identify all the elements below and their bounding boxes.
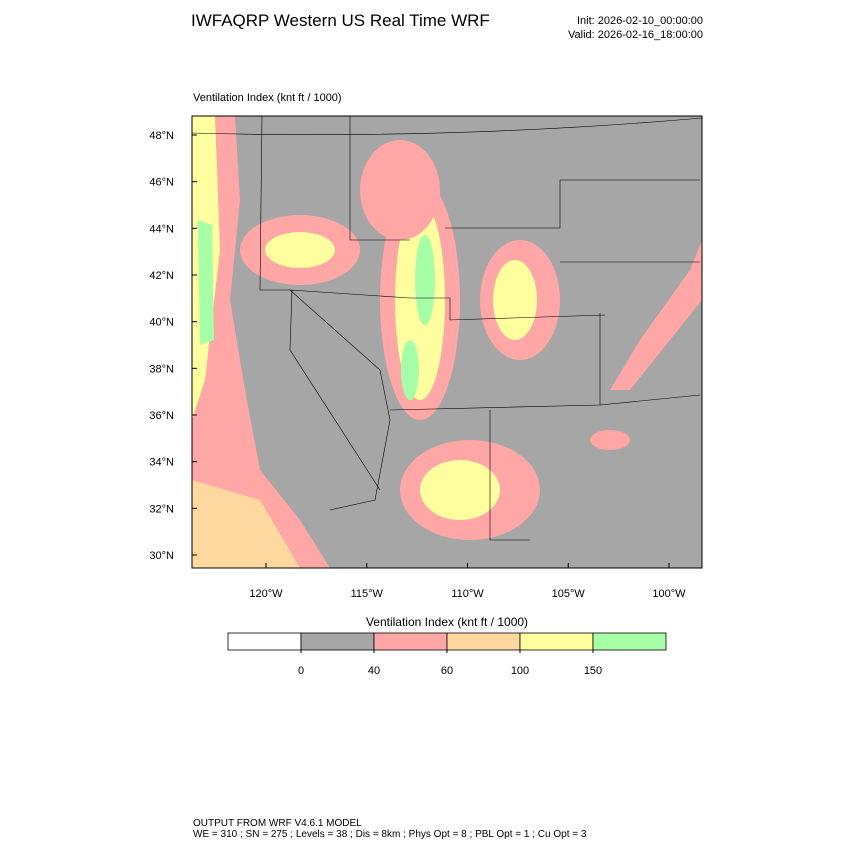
lat-tick-label: 38°N (149, 363, 174, 375)
lat-tick-label: 48°N (149, 130, 174, 142)
colorbar-box (446, 632, 521, 651)
colorbar-tick-label: 60 (441, 665, 453, 677)
lon-tick-label: 120°W (249, 588, 283, 600)
colorbar-box (373, 632, 448, 651)
map-field (191, 115, 703, 569)
field-label: Ventilation Index (knt ft / 1000) (193, 92, 342, 104)
lon-tick-label: 105°W (552, 588, 586, 600)
colorbar-box (227, 632, 302, 651)
colorbar-tick-label: 100 (511, 665, 529, 677)
init-time: Init: 2026-02-10_00:00:00 (577, 15, 703, 27)
colorbar-box (592, 632, 667, 651)
lon-tick-label: 100°W (652, 588, 686, 600)
valid-time: Valid: 2026-02-16_18:00:00 (568, 29, 703, 41)
lat-tick-label: 44°N (149, 223, 174, 235)
colorbar-box (519, 632, 594, 651)
footer-line: WE = 310 ; SN = 275 ; Levels = 38 ; Dis … (193, 829, 587, 840)
lat-tick-label: 36°N (149, 410, 174, 422)
lat-tick-label: 40°N (149, 317, 174, 329)
lon-tick-label: 115°W (351, 588, 384, 600)
lat-tick-label: 46°N (149, 177, 174, 189)
lat-tick-label: 30°N (149, 550, 174, 562)
title: IWFAQRP Western US Real Time WRF (191, 11, 490, 30)
colorbar-tick-label: 40 (368, 665, 380, 677)
lon-tick-label: 110°W (451, 588, 484, 600)
colorbar-tick-label: 150 (584, 665, 602, 677)
lat-tick-label: 42°N (149, 270, 174, 282)
colorbar-tick-label: 0 (298, 665, 304, 677)
colorbar-title: Ventilation Index (knt ft / 1000) (366, 615, 528, 629)
footer-line: OUTPUT FROM WRF V4.6.1 MODEL (193, 818, 362, 829)
colorbar-box (300, 632, 375, 651)
lat-tick-label: 32°N (149, 503, 174, 515)
lat-tick-label: 34°N (149, 457, 174, 469)
